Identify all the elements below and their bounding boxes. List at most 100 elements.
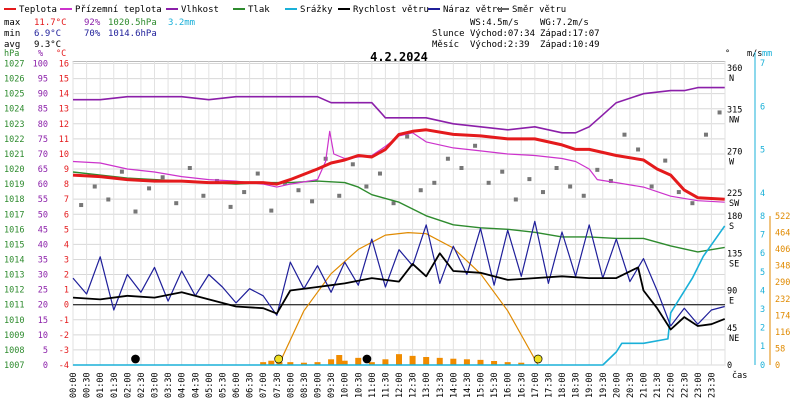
wind-direction-point: [242, 190, 247, 195]
tick-deg: 135: [727, 249, 742, 259]
tick-hpa: 1014: [4, 255, 24, 265]
tick-time: 03:30: [164, 372, 174, 398]
rain-intensity-bar: [409, 355, 416, 365]
tick-dir: SW: [729, 199, 740, 209]
tick-mm: 0: [775, 361, 780, 371]
series: [72, 86, 726, 366]
tick-degc: 0: [64, 301, 69, 311]
stats-max-rain: 3.2mm: [168, 18, 195, 28]
wind-direction-point: [663, 158, 668, 163]
unit-deg: °: [725, 49, 730, 59]
tick-mm: 348: [775, 262, 790, 272]
wind-direction-point: [445, 156, 450, 161]
tick-hpa: 1022: [4, 135, 24, 145]
unit-degc: °C: [56, 49, 66, 59]
tick-ms: 6: [760, 249, 765, 259]
tick-time: 05:00: [205, 372, 215, 398]
tick-pct: 100: [33, 60, 48, 70]
tick-time: 13:30: [436, 372, 446, 398]
wind-direction-point: [459, 166, 464, 170]
tick-dir: S: [729, 222, 734, 232]
sun-rise: Východ:07:34: [470, 29, 535, 39]
tick-dir: W: [729, 157, 735, 167]
tick-mm: 232: [775, 295, 790, 305]
tick-time: 06:30: [246, 372, 256, 398]
stats-max-temp: 11.7°C: [34, 18, 67, 28]
tick-deg: 180: [727, 212, 742, 222]
sun-set: Západ:17:07: [540, 29, 600, 39]
grid: [72, 61, 726, 366]
tick-time: 19:30: [599, 372, 609, 398]
tick-hpa: 1027: [4, 60, 24, 70]
tick-degc: 6: [64, 210, 69, 220]
stats-min-press: 1014.6hPa: [108, 29, 157, 39]
tick-time: 18:30: [572, 372, 582, 398]
tick-pct: 85: [38, 105, 48, 115]
event-marker: [131, 354, 140, 364]
tick-time: 20:30: [626, 372, 636, 398]
tick-time: 00:00: [69, 372, 79, 398]
tick-ms: 1: [760, 342, 765, 352]
tick-degc: 12: [59, 120, 69, 130]
tick-time: 18:00: [558, 372, 568, 398]
tick-pct: 95: [38, 75, 48, 85]
wind-direction-point: [405, 134, 410, 139]
tick-hpa: 1020: [4, 165, 24, 175]
wind-direction-point: [133, 209, 138, 214]
tick-hpa: 1024: [4, 105, 24, 115]
wind-direction-point: [201, 193, 206, 198]
rain-intensity-bar: [477, 359, 484, 365]
tick-ms: 3: [760, 305, 765, 315]
rain-intensity-bar: [518, 362, 525, 365]
wind-direction-point: [79, 203, 84, 208]
unit-mm: mm: [762, 49, 772, 59]
tick-ms: 7: [760, 59, 765, 69]
tick-time: 03:00: [151, 372, 161, 398]
moon-rise: Východ:2:39: [470, 40, 530, 50]
tick-time: 13:00: [422, 372, 432, 398]
tick-hpa: 1012: [4, 286, 24, 296]
wind-direction-point: [228, 204, 233, 209]
wind-speed-line: [72, 252, 726, 331]
tick-time: 16:30: [517, 372, 527, 398]
event-marker: [274, 354, 284, 364]
tick-time: 10:30: [354, 372, 364, 398]
wind-direction-point: [106, 197, 111, 202]
tick-hpa: 1011: [4, 301, 24, 311]
moon-set: Západ:10:49: [540, 40, 600, 50]
rain-intensity-bar: [368, 362, 375, 365]
rain-intensity-bar: [268, 360, 275, 365]
tick-deg: 270: [727, 147, 742, 157]
tick-pct: 10: [38, 331, 48, 341]
tick-time: 19:00: [585, 372, 595, 398]
tick-time: 15:00: [477, 372, 487, 398]
tick-deg: 315: [727, 106, 742, 116]
tick-degc: -2: [59, 331, 69, 341]
tick-pct: 15: [38, 316, 48, 326]
tick-time: 20:00: [612, 372, 622, 398]
rain-intensity-bar: [450, 358, 457, 365]
rain-intensity-bar: [341, 360, 348, 365]
tick-degc: 5: [64, 225, 69, 235]
tick-time: 17:30: [544, 372, 554, 398]
tick-degc: 1: [64, 286, 69, 296]
tick-degc: 3: [64, 255, 69, 265]
legend: Teplota Přízemní teplota Vlhkost Tlak Srážky…: [4, 5, 566, 15]
wind-direction-point: [595, 167, 600, 172]
tick-deg: 360: [727, 64, 742, 74]
rain-intensity-bar: [396, 354, 402, 365]
humidity-line: [73, 86, 725, 134]
tick-pct: 65: [38, 165, 48, 175]
tick-time: 02:30: [137, 372, 147, 398]
tick-time: 04:30: [191, 372, 201, 398]
tick-hpa: 1019: [4, 180, 24, 190]
tick-degc: 9: [64, 165, 69, 175]
legend-label: Směr větru: [512, 5, 566, 15]
tick-degc: 11: [59, 135, 69, 145]
stats-min-hum: 70%: [84, 29, 101, 39]
tick-time: 06:00: [232, 372, 242, 398]
tick-hpa: 1008: [4, 346, 24, 356]
rain-intensity-bar: [463, 359, 470, 365]
tick-time: 22:30: [680, 372, 690, 398]
tick-pct: 40: [38, 240, 48, 250]
